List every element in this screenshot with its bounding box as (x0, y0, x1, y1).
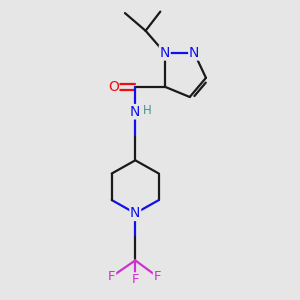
Text: N: N (189, 46, 200, 60)
Text: N: N (130, 105, 140, 119)
Text: N: N (160, 46, 170, 60)
Text: N: N (130, 206, 140, 220)
Text: O: O (108, 80, 118, 94)
Text: H: H (143, 104, 152, 117)
Text: F: F (154, 270, 161, 283)
Text: F: F (131, 273, 139, 286)
Text: F: F (108, 270, 116, 283)
